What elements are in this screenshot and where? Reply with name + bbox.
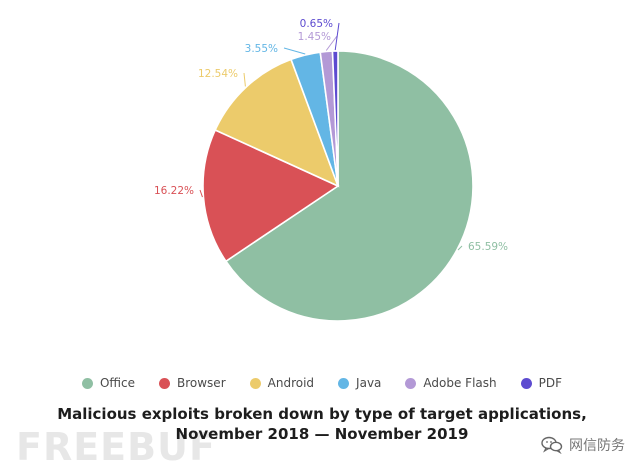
legend-item-browser: Browser <box>159 376 226 390</box>
chart-title: Malicious exploits broken down by type o… <box>0 404 644 444</box>
pie-slice-pdf <box>331 50 339 187</box>
data-label-office: 65.59% <box>468 241 508 253</box>
legend-label: PDF <box>538 376 563 390</box>
pie-slice-android <box>214 58 340 188</box>
legend-label: Browser <box>177 376 226 390</box>
wechat-account-watermark: 网信防务 <box>541 435 625 455</box>
wechat-account-name: 网信防务 <box>569 438 625 454</box>
legend-item-adobe-flash: Adobe Flash <box>405 376 497 390</box>
legend-item-android: Android <box>249 376 315 390</box>
leader-line-pdf <box>334 22 340 51</box>
legend-item-pdf: PDF <box>520 376 563 390</box>
legend-label: Java <box>356 376 382 390</box>
leader-line-office <box>457 245 463 251</box>
leader-line-android <box>243 72 246 87</box>
data-label-android: 12.54% <box>198 68 238 80</box>
legend-label: Adobe Flash <box>423 376 497 390</box>
data-label-java: 3.55% <box>245 43 278 55</box>
android-swatch-icon <box>249 377 261 389</box>
legend-label: Office <box>99 376 135 390</box>
legend-label: Android <box>267 376 315 390</box>
chart-title-line-2: November 2018 — November 2019 <box>175 425 469 443</box>
legend-item-office: Office <box>81 376 135 390</box>
wechat-icon <box>541 436 563 454</box>
legend-item-java: Java <box>338 376 381 390</box>
data-label-browser: 16.22% <box>154 185 194 197</box>
office-swatch-icon <box>81 377 93 389</box>
chart-title-line-1: Malicious exploits broken down by type o… <box>57 405 587 423</box>
leader-line-adobe-flash <box>325 35 338 51</box>
chart-legend: Office Browser Android Java Adobe Flash … <box>0 372 644 394</box>
pie-slice-office <box>224 50 474 322</box>
browser-swatch-icon <box>159 377 170 389</box>
leader-line-java <box>283 47 306 55</box>
pie-slice-browser <box>202 128 340 263</box>
data-label-adobe-flash: 1.45% <box>298 31 331 43</box>
leader-line-browser <box>199 189 203 198</box>
data-label-pdf: 0.65% <box>300 18 333 30</box>
pdf-swatch-icon <box>520 377 532 389</box>
freebuf-watermark: FREEBUF <box>16 425 216 469</box>
adobe-flash-swatch-icon <box>405 377 417 389</box>
java-swatch-icon <box>338 377 350 389</box>
